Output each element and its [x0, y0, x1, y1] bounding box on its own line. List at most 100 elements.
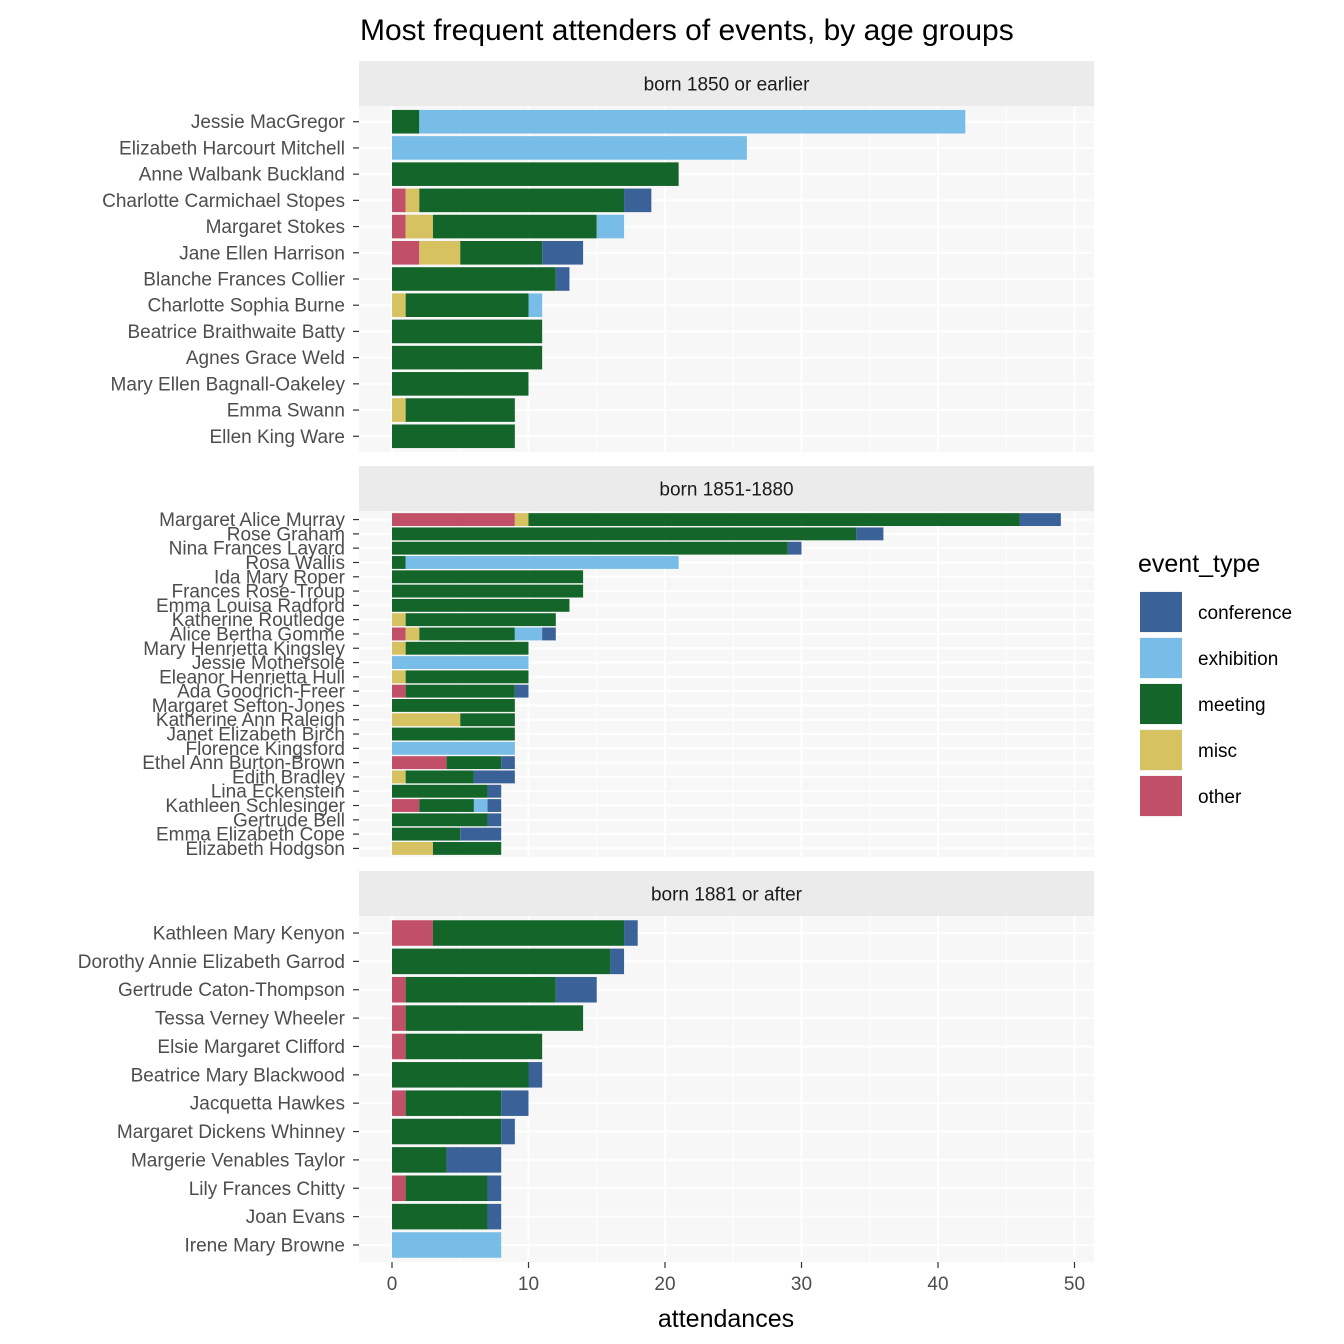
y-tick-label: Kathleen Schlesinger [165, 796, 345, 817]
bar-segment-meeting-agnes-grace-weld [392, 345, 543, 370]
bar-segment-meeting-gertrude-caton-thompson [405, 976, 556, 1003]
bar-segment-misc-margaret-alice-murray [514, 513, 529, 527]
legend-key-misc [1140, 730, 1182, 770]
x-tick-label: 40 [927, 1274, 948, 1295]
y-tick-label: Gertrude Caton-Thompson [118, 980, 345, 1001]
y-tick-label: Emma Swann [227, 401, 345, 422]
bar-segment-meeting-charlotte-sophia-burne [405, 293, 529, 318]
y-tick-label: Charlotte Sophia Burne [147, 296, 345, 317]
y-tick-label: Kathleen Mary Kenyon [153, 924, 345, 945]
bar-segment-misc-charlotte-carmichael-stopes [405, 188, 420, 213]
y-tick-label: Ellen King Ware [209, 427, 345, 448]
bar-segment-meeting-kathleen-mary-kenyon [432, 920, 625, 946]
bar-segment-conference-jacquetta-hawkes [501, 1090, 529, 1116]
x-axis-title: attendances [658, 1305, 794, 1333]
x-tick-label: 10 [518, 1274, 539, 1295]
bar-segment-meeting-anne-walbank-buckland [392, 162, 679, 186]
y-tick-label: Jessie Mothersole [192, 653, 345, 674]
chart-title: Most frequent attenders of events, by ag… [360, 14, 1014, 47]
legend-label-other: other [1198, 787, 1242, 808]
x-tick-label: 0 [387, 1274, 398, 1295]
bar-segment-misc-jane-ellen-harrison [419, 240, 461, 265]
bar-segment-meeting-lily-frances-chitty [405, 1175, 488, 1202]
bar-segment-exhibition-rosa-wallis [405, 556, 679, 569]
y-tick-label: Charlotte Carmichael Stopes [102, 191, 345, 212]
bar-segment-meeting-rose-graham [392, 527, 857, 541]
bar-segment-meeting-katherine-routledge [405, 613, 556, 627]
bar-segment-other-elsie-margaret-clifford [392, 1033, 406, 1060]
facet-strip [359, 466, 1094, 511]
y-tick-label: Mary Henrietta Kingsley [143, 639, 345, 660]
bar-segment-misc-katherine-routledge [392, 613, 406, 627]
bar-segment-other-jane-ellen-harrison [392, 240, 420, 265]
y-tick-label: Florence Kingsford [186, 739, 345, 760]
legend-key-other [1140, 776, 1182, 816]
legend-label-misc: misc [1198, 741, 1237, 762]
bar-segment-meeting-lina-eckenstein [392, 784, 488, 798]
bar-segment-conference-blanche-frances-collier [555, 267, 570, 291]
bar-segment-conference-ethel-ann-burton-brown [501, 756, 515, 770]
y-tick-label: Margerie Venables Taylor [131, 1150, 346, 1171]
bar-segment-misc-edith-bradley [392, 770, 406, 784]
y-tick-label: Emma Elizabeth Cope [156, 825, 345, 846]
facet-strip-label: born 1851-1880 [659, 480, 793, 501]
bar-segment-other-lily-frances-chitty [392, 1175, 406, 1202]
bar-segment-misc-charlotte-sophia-burne [392, 293, 406, 318]
bar-segment-meeting-ada-goodrich-freer [405, 684, 515, 698]
x-tick-label: 50 [1064, 1274, 1085, 1295]
bar-segment-conference-charlotte-carmichael-stopes [624, 188, 652, 213]
bar-segment-other-jacquetta-hawkes [392, 1090, 406, 1116]
bar-segment-meeting-tessa-verney-wheeler [405, 1005, 584, 1031]
y-tick-label: Emma Louisa Radford [156, 596, 345, 617]
bar-segment-meeting-margerie-venables-taylor [392, 1147, 447, 1173]
bar-segment-other-margaret-stokes [392, 214, 406, 239]
bar-segment-other-tessa-verney-wheeler [392, 1005, 406, 1031]
legend-label-exhibition: exhibition [1198, 649, 1278, 670]
bar-segment-meeting-dorothy-annie-elizabeth-garrod [392, 948, 611, 975]
bar-segment-meeting-margaret-stokes [432, 214, 597, 239]
bar-segment-meeting-alice-bertha-gomme [419, 627, 515, 641]
legend: event_type conference exhibition meeting mi… [1138, 550, 1292, 817]
bar-segment-exhibition-margaret-stokes [596, 214, 625, 239]
bar-segment-meeting-kathleen-schlesinger [419, 799, 474, 812]
y-tick-label: Jessie MacGregor [191, 112, 346, 133]
bar-segment-conference-gertrude-caton-thompson [555, 976, 597, 1003]
y-tick-label: Rosa Wallis [245, 553, 345, 574]
y-tick-label: Margaret Dickens Whinney [117, 1122, 346, 1143]
legend-title: event_type [1138, 550, 1260, 578]
bar-segment-meeting-eleanor-henrietta-hull [405, 670, 529, 684]
bar-segment-conference-lily-frances-chitty [487, 1175, 502, 1202]
facet-panel-born-1881-or-after: born 1881 or after Kathleen Mary Kenyon Do… [78, 871, 1094, 1262]
bar-segment-meeting-frances-rose-troup [392, 584, 584, 598]
bar-segment-meeting-emma-elizabeth-cope [392, 827, 461, 841]
bar-segment-conference-margaret-dickens-whinney [501, 1118, 515, 1145]
bar-segment-other-kathleen-schlesinger [392, 799, 420, 812]
bar-segment-meeting-margaret-dickens-whinney [392, 1118, 502, 1145]
bar-segment-misc-mary-henrietta-kingsley [392, 641, 406, 655]
bar-segment-meeting-joan-evans [392, 1203, 488, 1230]
bar-segment-meeting-blanche-frances-collier [392, 267, 556, 291]
bar-segment-meeting-margaret-alice-murray [528, 513, 1020, 527]
bar-segment-exhibition-irene-mary-browne [392, 1232, 502, 1258]
bar-segment-meeting-elsie-margaret-clifford [405, 1033, 543, 1060]
facet-panel-born-1850-or-earlier: born 1850 or earlier Jessie MacGregor Eliz… [102, 61, 1094, 452]
x-axis: 0 10 20 30 40 50 [387, 1262, 1085, 1295]
y-tick-label: Mary Ellen Bagnall-Oakeley [111, 374, 346, 395]
legend-key-meeting [1140, 684, 1182, 724]
y-tick-label: Blanche Frances Collier [143, 270, 345, 291]
legend-label-conference: conference [1198, 603, 1292, 624]
bar-segment-meeting-jane-ellen-harrison [460, 240, 543, 265]
legend-key-conference [1140, 592, 1182, 632]
x-tick-label: 20 [654, 1274, 675, 1295]
y-tick-label: Eleanor Henrietta Hull [159, 667, 345, 688]
bar-segment-misc-katherine-ann-raleigh [392, 713, 461, 727]
y-tick-label: Frances Rose-Troup [171, 582, 345, 603]
facet-panel-born-1851-1880: born 1851-1880 Margaret Alice MurrayRose … [142, 466, 1094, 860]
bar-segment-conference-margerie-venables-taylor [446, 1147, 502, 1173]
bar-segment-conference-rose-graham [856, 527, 884, 541]
bar-segment-meeting-emma-swann [405, 398, 515, 422]
bar-segment-conference-emma-elizabeth-cope [460, 827, 502, 841]
bar-segment-exhibition-jessie-mothersole [392, 656, 529, 669]
bar-segment-meeting-charlotte-carmichael-stopes [419, 188, 625, 213]
